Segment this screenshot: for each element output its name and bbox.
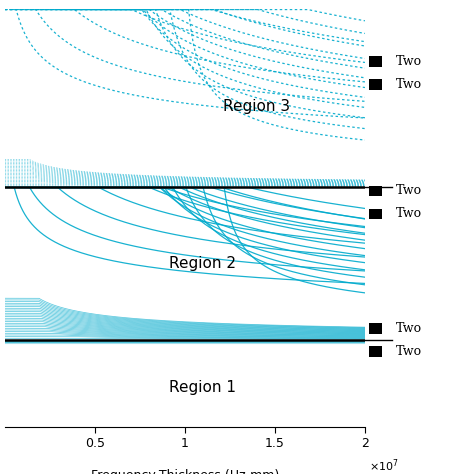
FancyBboxPatch shape	[369, 79, 383, 90]
FancyBboxPatch shape	[369, 56, 383, 67]
FancyBboxPatch shape	[369, 186, 383, 196]
Text: Region 2: Region 2	[169, 256, 237, 272]
Text: Region 3: Region 3	[223, 100, 291, 114]
FancyBboxPatch shape	[369, 323, 383, 334]
Text: Region 1: Region 1	[169, 380, 237, 395]
Text: Two: Two	[395, 184, 422, 198]
Text: Two: Two	[395, 78, 422, 91]
Text: $\times10^7$: $\times10^7$	[369, 458, 399, 474]
FancyBboxPatch shape	[369, 209, 383, 219]
Text: Two: Two	[395, 322, 422, 335]
FancyBboxPatch shape	[369, 346, 383, 357]
Text: Two: Two	[395, 345, 422, 358]
X-axis label: Frequency-Thickness (Hz-mm): Frequency-Thickness (Hz-mm)	[91, 469, 279, 474]
Text: Two: Two	[395, 207, 422, 220]
Text: Two: Two	[395, 55, 422, 68]
